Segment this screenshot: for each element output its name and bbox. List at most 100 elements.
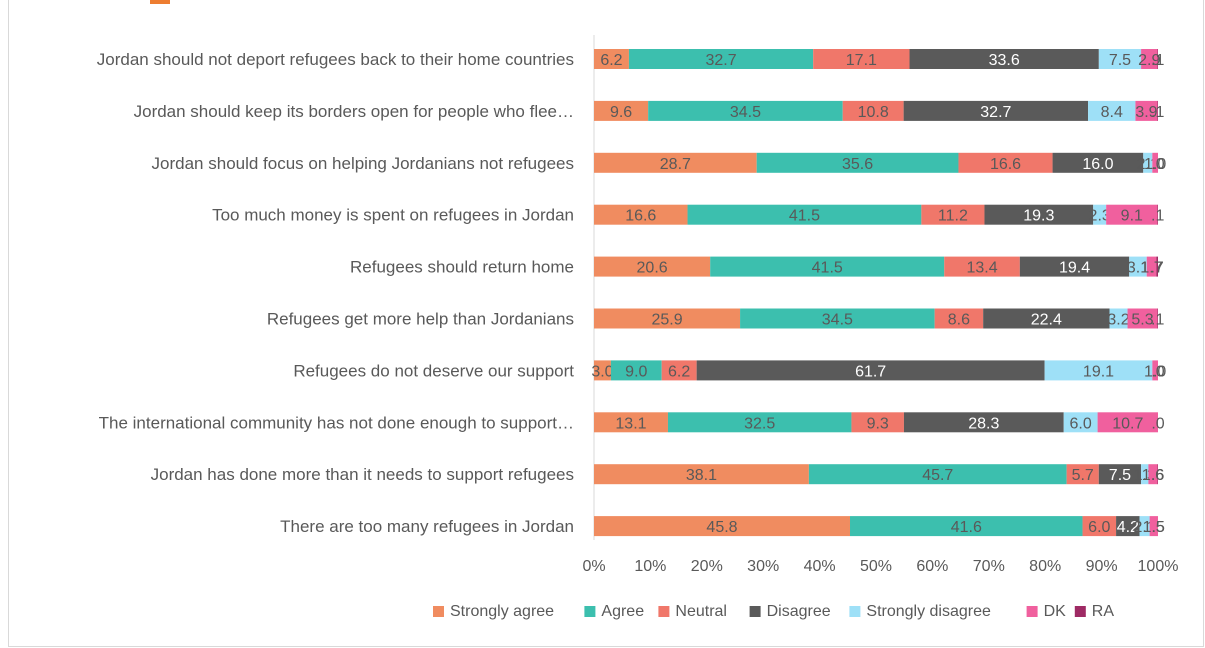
bar-segment (1106, 204, 1158, 225)
data-label: .0 (1151, 363, 1164, 380)
data-label: 9.1 (1121, 208, 1143, 225)
data-label: 1.6 (1142, 467, 1164, 484)
bar-segment (813, 49, 910, 69)
data-label: 4.2 (1117, 519, 1139, 536)
bar-segment (740, 308, 935, 329)
bar-segment (1157, 308, 1158, 329)
data-label: 3.1 (1127, 260, 1149, 277)
data-label: 16.0 (1082, 156, 1113, 173)
bar-segment (1116, 516, 1140, 537)
data-label: 16.6 (625, 208, 656, 225)
bar-segment (1082, 516, 1117, 537)
data-label: 17.1 (846, 52, 877, 69)
data-label: 19.1 (1083, 363, 1114, 380)
bar-segment (1139, 516, 1150, 537)
data-label: 38.1 (686, 467, 717, 484)
bar-segment (984, 204, 1094, 225)
data-label: 7.5 (1109, 467, 1131, 484)
data-label: 6.2 (668, 363, 690, 380)
bar-segment (1135, 100, 1158, 121)
data-label: 6.2 (600, 52, 622, 69)
data-label: 13.4 (966, 260, 997, 277)
bar-segment (1066, 464, 1099, 485)
bar-segment (1063, 412, 1098, 433)
bar-segment (1152, 360, 1158, 381)
bar-segment (1157, 49, 1158, 69)
x-tick-label: 50% (860, 558, 892, 575)
data-label: 41.5 (812, 260, 843, 277)
bar-segment (1156, 256, 1158, 277)
data-label: .1 (1151, 52, 1164, 69)
data-label: 22.4 (1031, 312, 1062, 329)
bar-segment (594, 412, 668, 433)
bar-segment (628, 49, 814, 69)
legend-label: DK (1044, 603, 1067, 620)
category-label: The international community has not done… (99, 413, 574, 432)
data-label: 9.6 (610, 104, 632, 121)
data-label: 19.4 (1059, 260, 1090, 277)
data-label: 34.5 (822, 312, 853, 329)
data-label: .1 (1151, 208, 1164, 225)
legend-swatch (658, 606, 670, 617)
legend-label: RA (1092, 603, 1115, 620)
x-tick-label: 40% (804, 558, 836, 575)
legend-swatch (584, 606, 596, 617)
bar-segment (610, 360, 662, 381)
x-tick-label: 70% (973, 558, 1005, 575)
x-tick-label: 10% (634, 558, 666, 575)
data-label: 2.3 (1089, 208, 1111, 225)
data-label: 6.0 (1088, 519, 1110, 536)
data-label: .1 (1151, 312, 1164, 329)
data-label: 1.5 (1143, 519, 1165, 536)
bar-segment (944, 256, 1020, 277)
bar-segment (808, 464, 1067, 485)
data-label: 32.5 (744, 415, 775, 432)
data-label: 20.6 (637, 260, 668, 277)
data-label: 33.6 (989, 52, 1020, 69)
data-label: 32.7 (980, 104, 1011, 121)
bar-segment (594, 308, 741, 329)
x-tick-label: 20% (691, 558, 723, 575)
bar-segment (594, 516, 851, 537)
data-label: 11.2 (938, 208, 968, 225)
bar-segment (903, 100, 1089, 121)
category-label: Refugees get more help than Jordanians (267, 310, 574, 329)
legend-swatch (1074, 606, 1086, 617)
data-label: 9.0 (625, 363, 647, 380)
bar-segment (594, 360, 611, 381)
data-label: 3.0 (591, 363, 613, 380)
category-label: Jordan has done more than it needs to su… (151, 465, 574, 484)
data-label: 35.6 (842, 156, 873, 173)
legend-label: Agree (601, 603, 644, 620)
data-label: 41.5 (789, 208, 820, 225)
x-tick-label: 100% (1138, 558, 1179, 575)
bar-segment (648, 100, 843, 121)
bar-segment (1141, 49, 1158, 69)
data-label: 13.1 (615, 415, 646, 432)
data-label: 2.9 (1138, 52, 1160, 69)
data-label: 19.3 (1023, 208, 1054, 225)
bar-segment (710, 256, 945, 277)
data-label: 3.9 (1135, 104, 1157, 121)
bar-segment (1148, 464, 1158, 485)
data-label: .0 (1151, 156, 1164, 173)
legend-swatch (849, 606, 861, 617)
data-label: 6.0 (1070, 415, 1092, 432)
data-label: 3.2 (1107, 312, 1129, 329)
bar-segment (909, 49, 1099, 69)
bar-segment (594, 100, 649, 121)
bar-segment (594, 204, 688, 225)
x-tick-label: 0% (582, 558, 605, 575)
x-tick-label: 80% (1029, 558, 1061, 575)
legend-label: Neutral (675, 603, 727, 620)
legend-swatch (433, 606, 444, 617)
bar-segment (1157, 204, 1158, 225)
data-label: 28.7 (660, 156, 691, 173)
category-label: Jordan should not deport refugees back t… (97, 50, 574, 69)
legend-swatch (749, 606, 761, 617)
data-label: 10.7 (1112, 415, 1143, 432)
bar-segment (1141, 464, 1149, 485)
bar-segment (1143, 152, 1153, 173)
data-label: 28.3 (968, 415, 999, 432)
bar-segment (1152, 152, 1158, 173)
